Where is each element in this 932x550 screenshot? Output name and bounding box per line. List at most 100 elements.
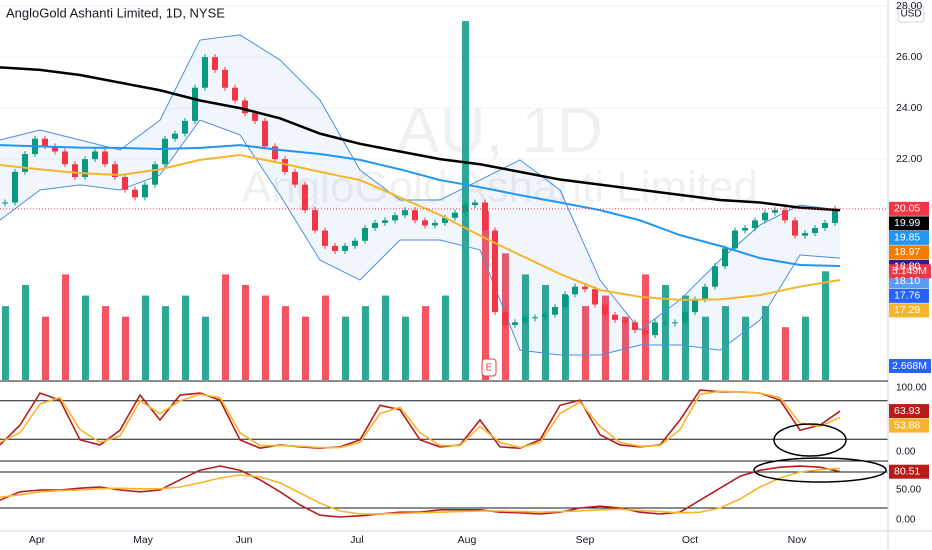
oscillator-line	[0, 390, 841, 449]
price-tag-label: 17.29	[894, 304, 920, 316]
volume-bar	[142, 295, 149, 380]
price-tag-label: 19.85	[894, 232, 920, 244]
candle-body	[322, 230, 328, 246]
candle-body	[452, 212, 458, 218]
candle-body	[292, 171, 298, 185]
x-tick-label: Apr	[29, 534, 46, 546]
moving-average	[0, 66, 841, 212]
volume-bar	[82, 295, 89, 380]
candle-body	[302, 184, 308, 211]
volume-bar	[302, 316, 309, 380]
volume-tag-label: 2.668M	[892, 360, 927, 372]
x-tick-label: May	[133, 534, 154, 546]
candle-body	[652, 322, 658, 336]
candle-body	[792, 220, 798, 236]
candle-body	[2, 202, 8, 204]
candle-body	[762, 212, 768, 221]
candle-body	[682, 312, 688, 323]
band-line	[0, 34, 841, 331]
candle-body	[12, 171, 18, 203]
candle-body	[502, 312, 508, 325]
volume-bar	[22, 285, 29, 380]
oscillator-tag	[889, 464, 929, 479]
candle-body	[662, 322, 668, 324]
y-tick-label: 0.00	[896, 515, 916, 526]
volume-bar	[402, 316, 409, 380]
price-tag-label: 19.99	[894, 217, 920, 229]
volume-bar	[182, 295, 189, 380]
candle-body	[312, 210, 318, 231]
candle-body	[352, 240, 358, 246]
annotation-ellipse	[773, 423, 847, 457]
volume-tag-label: 5.149M	[892, 265, 927, 277]
volume-bar	[362, 306, 369, 380]
candle-body	[42, 138, 48, 147]
volume-bar	[202, 316, 209, 380]
candle-body	[622, 319, 628, 323]
candle-body	[62, 151, 68, 165]
candle-body	[492, 230, 498, 313]
candle-body	[82, 159, 88, 177]
candle-body	[732, 230, 738, 249]
volume-bar	[322, 295, 329, 380]
watermark-name: AngloGold Ashanti Limited	[242, 163, 758, 212]
volume-bar	[122, 316, 129, 380]
candle-body	[512, 322, 518, 325]
y-tick-label: 0.00	[896, 447, 916, 458]
oscillator-line	[0, 467, 841, 515]
oscillator-tag-label: 53.88	[894, 419, 920, 431]
volume-bar	[382, 295, 389, 380]
volume-bar	[542, 285, 549, 380]
candle-body	[72, 164, 78, 177]
volume-bar	[582, 306, 589, 380]
volume-bar	[242, 285, 249, 380]
candle-body	[602, 304, 608, 315]
watermark: AU, 1D	[397, 94, 603, 166]
currency: USD	[900, 9, 921, 20]
candle-body	[372, 222, 378, 228]
volume-bar	[482, 211, 489, 380]
price-tag	[889, 201, 929, 216]
x-tick-label: Sep	[576, 534, 595, 546]
candle-body	[22, 154, 28, 172]
band-line	[0, 119, 841, 356]
candle-body	[782, 210, 788, 221]
candle-body	[252, 113, 258, 121]
candle-body	[752, 220, 758, 228]
volume-bar	[762, 306, 769, 380]
volume-bar	[262, 295, 269, 380]
candle-body	[52, 146, 58, 152]
candle-body	[412, 210, 418, 221]
candle-body	[572, 286, 578, 295]
candle-body	[212, 57, 218, 70]
candle-body	[692, 299, 698, 313]
volume-bar	[422, 306, 429, 380]
candle-body	[382, 220, 388, 223]
candle-body	[102, 151, 108, 165]
volume-bar	[682, 295, 689, 380]
volume-bar	[442, 295, 449, 380]
volume-tag	[889, 359, 931, 373]
y-tick-label: 50.00	[896, 485, 921, 496]
candle-body	[672, 322, 678, 324]
candle-body	[172, 133, 178, 139]
candle-body	[822, 222, 828, 228]
candle-body	[402, 210, 408, 216]
candle-body	[722, 248, 728, 267]
candle-body	[192, 87, 198, 121]
candle-body	[442, 217, 448, 223]
volume-bar	[662, 285, 669, 380]
plot: E	[0, 5, 931, 518]
x-tick-label: Jun	[236, 534, 253, 546]
volume-bar	[822, 271, 829, 380]
volume-bar	[782, 327, 789, 380]
candle-body	[262, 120, 268, 147]
moving-average	[0, 144, 841, 267]
volume-bar	[282, 306, 289, 380]
earnings-box	[481, 358, 497, 377]
candle-body	[582, 286, 588, 290]
candle-body	[542, 314, 548, 318]
price-tag	[889, 216, 929, 231]
candle-body	[162, 138, 168, 165]
price-tag-label: 17.76	[894, 290, 920, 302]
